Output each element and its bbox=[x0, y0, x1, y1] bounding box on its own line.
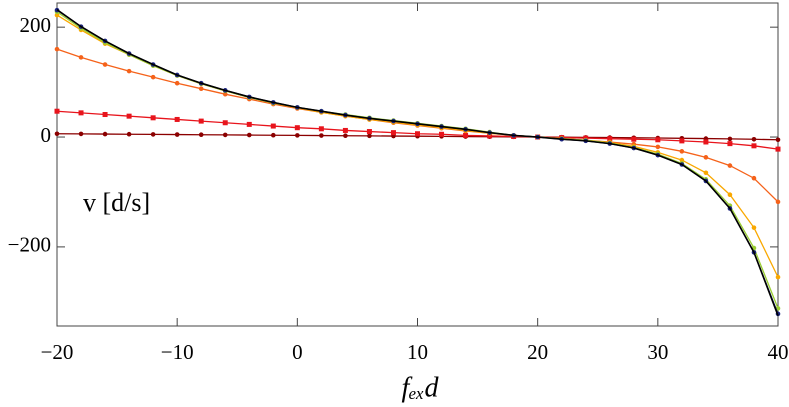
marker bbox=[246, 132, 252, 138]
marker bbox=[367, 133, 372, 139]
marker bbox=[295, 133, 300, 138]
x-tick-label: 10 bbox=[407, 340, 428, 364]
marker bbox=[655, 144, 661, 150]
marker bbox=[343, 133, 348, 139]
marker bbox=[727, 136, 733, 142]
marker bbox=[150, 115, 156, 121]
marker bbox=[703, 139, 709, 145]
marker bbox=[126, 113, 132, 119]
marker bbox=[751, 175, 757, 181]
marker bbox=[270, 123, 276, 129]
marker bbox=[703, 155, 709, 160]
marker bbox=[415, 131, 420, 137]
marker bbox=[727, 163, 733, 168]
x-tick-label: 40 bbox=[768, 340, 789, 364]
marker bbox=[54, 108, 60, 114]
marker bbox=[78, 131, 84, 137]
series-line bbox=[56, 9, 779, 315]
marker bbox=[102, 112, 108, 118]
marker bbox=[102, 62, 108, 67]
marker bbox=[78, 110, 84, 116]
marker bbox=[655, 137, 661, 143]
marker bbox=[54, 12, 60, 18]
marker bbox=[150, 74, 156, 80]
marker bbox=[727, 192, 733, 198]
marker bbox=[703, 170, 709, 176]
marker bbox=[54, 131, 60, 137]
marker bbox=[487, 133, 493, 139]
x-tick-label: 20 bbox=[527, 340, 548, 364]
marker bbox=[78, 55, 84, 60]
marker bbox=[271, 132, 276, 138]
x-axis-label: fₑₓd bbox=[401, 372, 439, 403]
marker bbox=[775, 137, 781, 143]
marker bbox=[319, 133, 324, 138]
marker bbox=[463, 132, 469, 138]
series-line bbox=[56, 14, 779, 278]
marker bbox=[366, 129, 372, 135]
marker bbox=[390, 130, 396, 136]
marker bbox=[631, 136, 637, 142]
marker bbox=[751, 136, 757, 142]
plot-frame bbox=[56, 2, 779, 327]
marker bbox=[126, 131, 132, 137]
marker bbox=[679, 157, 685, 163]
marker bbox=[607, 136, 613, 142]
series-line bbox=[56, 8, 779, 316]
marker bbox=[198, 132, 204, 138]
y-tick-label: 200 bbox=[20, 13, 52, 37]
marker bbox=[439, 131, 445, 137]
marker bbox=[775, 199, 781, 205]
y-tick-label: −200 bbox=[8, 233, 51, 257]
marker bbox=[150, 132, 156, 137]
x-tick-label: −10 bbox=[161, 340, 194, 364]
marker bbox=[102, 131, 108, 137]
marker bbox=[342, 127, 348, 133]
marker bbox=[679, 149, 685, 154]
annotation: v [d/s] bbox=[83, 188, 150, 217]
marker bbox=[318, 126, 324, 132]
marker bbox=[222, 132, 228, 138]
x-tick-label: 30 bbox=[647, 340, 668, 364]
marker bbox=[246, 121, 252, 127]
series-line bbox=[56, 110, 779, 150]
marker bbox=[222, 91, 228, 97]
y-tick-label: 0 bbox=[41, 123, 52, 147]
marker bbox=[775, 146, 781, 152]
marker bbox=[727, 141, 733, 147]
marker bbox=[775, 274, 781, 280]
marker bbox=[294, 125, 300, 131]
marker bbox=[198, 86, 204, 91]
marker bbox=[174, 80, 180, 86]
marker bbox=[174, 116, 180, 122]
marker bbox=[174, 132, 180, 137]
marker bbox=[54, 46, 60, 52]
marker bbox=[679, 138, 685, 144]
marker bbox=[751, 143, 757, 149]
x-tick-label: 0 bbox=[292, 340, 303, 364]
x-tick-label: −20 bbox=[41, 340, 74, 364]
marker bbox=[198, 118, 204, 124]
marker bbox=[126, 68, 132, 74]
marker bbox=[751, 225, 757, 230]
marker bbox=[222, 120, 228, 126]
